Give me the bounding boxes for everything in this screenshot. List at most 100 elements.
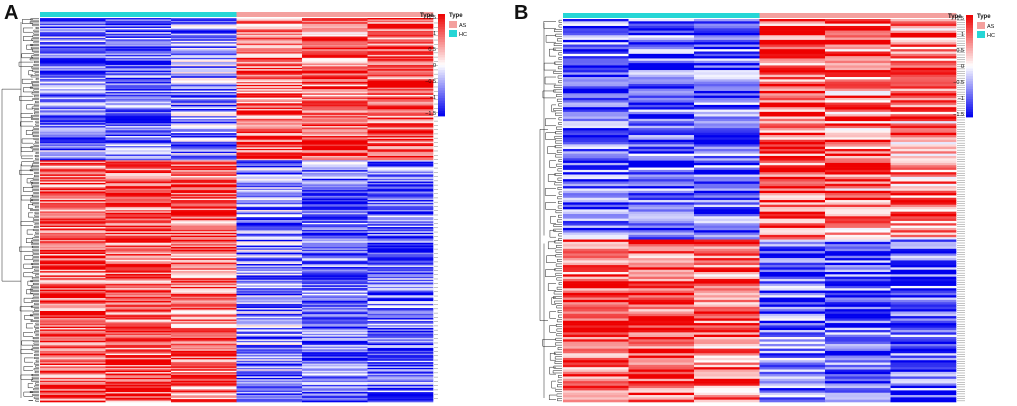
heatmap-cell	[105, 335, 172, 337]
heatmap-cell	[563, 179, 629, 182]
heatmap-cell	[40, 251, 106, 253]
dendrogram-branch	[555, 342, 562, 346]
heatmap-cell	[302, 266, 368, 269]
heatmap-cell	[563, 97, 629, 101]
group-legend-label: HC	[987, 33, 995, 39]
heatmap-cell	[563, 100, 629, 103]
heatmap-cell	[40, 355, 106, 357]
heatmap-cell	[563, 88, 629, 92]
heatmap-cell	[563, 207, 629, 210]
heatmap-cell	[40, 128, 106, 131]
heatmap-cell	[694, 121, 760, 124]
heatmap-cell	[759, 232, 826, 236]
heatmap-cell	[302, 93, 368, 96]
heatmap-cell	[302, 390, 368, 393]
heatmap-cell	[890, 81, 957, 85]
heatmap-cell	[40, 335, 106, 337]
heatmap-cell	[302, 49, 368, 52]
heatmap-cell	[825, 153, 891, 157]
heatmap-cell	[628, 179, 695, 182]
heatmap-cell	[40, 301, 106, 303]
heatmap-cell	[367, 127, 434, 130]
heatmap-cell	[236, 245, 303, 248]
heatmap-cell	[628, 278, 695, 282]
heatmap-cell	[367, 86, 434, 88]
heatmap-cell	[694, 223, 760, 226]
heatmap-cell	[367, 134, 434, 137]
dendrogram-branch	[32, 393, 39, 396]
heatmap-cell	[40, 143, 106, 145]
heatmap-cell	[825, 151, 891, 154]
heatmap-cell	[367, 116, 434, 118]
dendrogram-branch	[557, 66, 562, 70]
heatmap-cell	[236, 214, 303, 216]
heatmap-cell	[171, 97, 237, 100]
heatmap-cell	[367, 313, 434, 316]
heatmap-cell	[890, 35, 957, 38]
heatmap-cell	[236, 291, 303, 293]
heatmap-cell	[628, 181, 695, 185]
heatmap-cell	[890, 95, 957, 99]
heatmap-cell	[105, 177, 172, 180]
color-scale-step	[966, 43, 973, 46]
heatmap-cell	[628, 295, 695, 298]
heatmap-cell	[563, 395, 629, 398]
heatmap-cell	[236, 72, 303, 74]
heatmap-cell	[302, 231, 368, 234]
heatmap-cell	[105, 289, 172, 292]
heatmap-cell	[367, 374, 434, 377]
heatmap-cell	[171, 205, 237, 208]
heatmap-cell	[563, 216, 629, 219]
heatmap-cell	[759, 49, 826, 52]
heatmap-cell	[302, 316, 368, 319]
heatmap-cell	[302, 138, 368, 141]
heatmap-cell	[890, 327, 957, 331]
dendrogram-branch	[29, 58, 39, 61]
dendrogram-branch	[18, 61, 33, 67]
heatmap-cell	[563, 248, 629, 252]
heatmap-cell	[171, 136, 237, 138]
heatmap-cell	[890, 123, 957, 127]
heatmap-panel-a: A Type 1.5 1 0.5 0 −0.5 −1 −1.5 Type AS HC	[0, 0, 505, 406]
heatmap-cell	[759, 355, 826, 359]
color-scale-step	[966, 91, 973, 95]
heatmap-cell	[367, 79, 434, 81]
heatmap-cell	[628, 188, 695, 192]
heatmap-cell	[563, 239, 629, 243]
heatmap-cell	[236, 155, 303, 158]
dendrogram-branch	[558, 103, 562, 107]
dendrogram-branch	[34, 234, 39, 237]
heatmap-cell	[171, 383, 237, 386]
heatmap-cell	[367, 386, 434, 389]
heatmap-cell	[694, 176, 760, 180]
heatmap-cell	[171, 155, 237, 158]
dendrogram-branch	[34, 172, 39, 174]
heatmap-cell	[628, 388, 695, 391]
heatmap-cell	[40, 210, 106, 212]
heatmap-cell	[890, 93, 957, 96]
heatmap-cell	[367, 289, 434, 292]
heatmap-cell	[563, 21, 629, 24]
heatmap-cell	[171, 79, 237, 81]
color-scale-step	[966, 15, 973, 18]
heatmap-cell	[890, 220, 957, 224]
dendrogram-branch	[25, 323, 33, 329]
heatmap-cell	[694, 251, 760, 254]
heatmap-cell	[367, 272, 434, 275]
heatmap-cell	[628, 118, 695, 122]
heatmap-cell	[759, 383, 826, 387]
heatmap-cell	[759, 339, 826, 342]
heatmap-cell	[302, 346, 368, 349]
heatmap-cell	[759, 142, 826, 145]
heatmap-cell	[236, 163, 303, 165]
dendrogram-branch	[558, 233, 562, 237]
heatmap-cell	[694, 90, 760, 94]
heatmap-cell	[40, 239, 106, 242]
heatmap-cell	[759, 44, 826, 48]
heatmap-cell	[628, 292, 695, 296]
dendrogram-branch	[558, 52, 562, 56]
heatmap-cell	[40, 215, 106, 218]
heatmap-cell	[367, 357, 434, 360]
dendrogram-branch	[542, 339, 556, 347]
heatmap-cell	[367, 87, 434, 90]
